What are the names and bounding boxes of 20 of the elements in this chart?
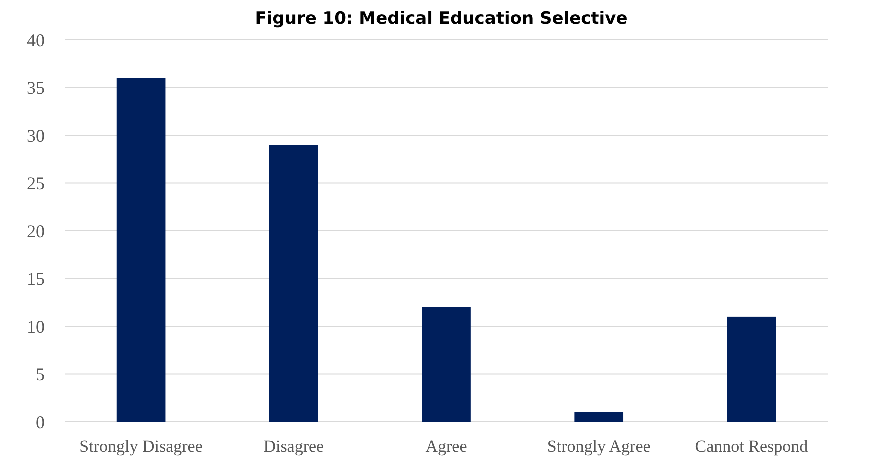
y-tick-label: 15 (27, 269, 45, 290)
bar (574, 412, 624, 422)
y-tick-label: 40 (27, 30, 45, 50)
y-tick-label: 20 (27, 221, 45, 242)
y-tick-label: 35 (27, 78, 45, 98)
bar (422, 307, 471, 422)
y-tick-label: 25 (27, 174, 45, 194)
y-tick-label: 30 (27, 126, 45, 146)
x-tick-label: Agree (426, 437, 468, 456)
x-tick-label: Strongly Disagree (80, 437, 203, 456)
y-tick-label: 0 (36, 412, 45, 432)
x-tick-label: Strongly Agree (547, 437, 651, 456)
y-tick-label: 5 (36, 364, 45, 385)
bar (727, 316, 776, 422)
y-tick-label: 10 (27, 316, 45, 337)
x-tick-label: Disagree (264, 437, 324, 456)
chart-title: Figure 10: Medical Education Selective (255, 9, 628, 29)
bar (116, 78, 166, 422)
x-tick-label: Cannot Respond (695, 437, 809, 456)
bar (269, 145, 318, 422)
